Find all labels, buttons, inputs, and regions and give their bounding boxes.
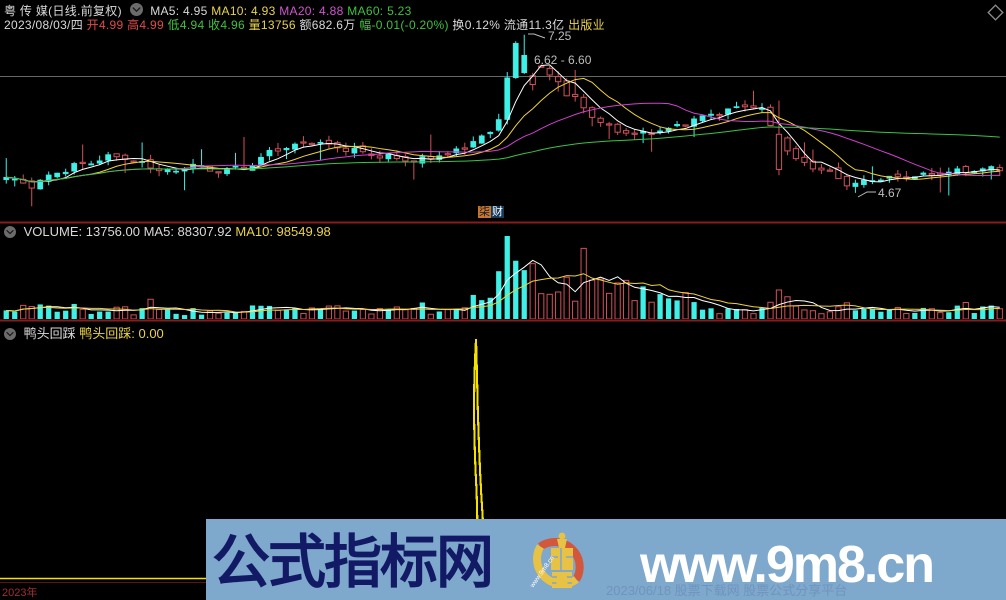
- svg-text:2023/06/18 股票下载网 股票公式分享平台: 2023/06/18 股票下载网 股票公式分享平台: [606, 583, 847, 598]
- svg-text:公式指标网: 公式指标网: [212, 530, 492, 595]
